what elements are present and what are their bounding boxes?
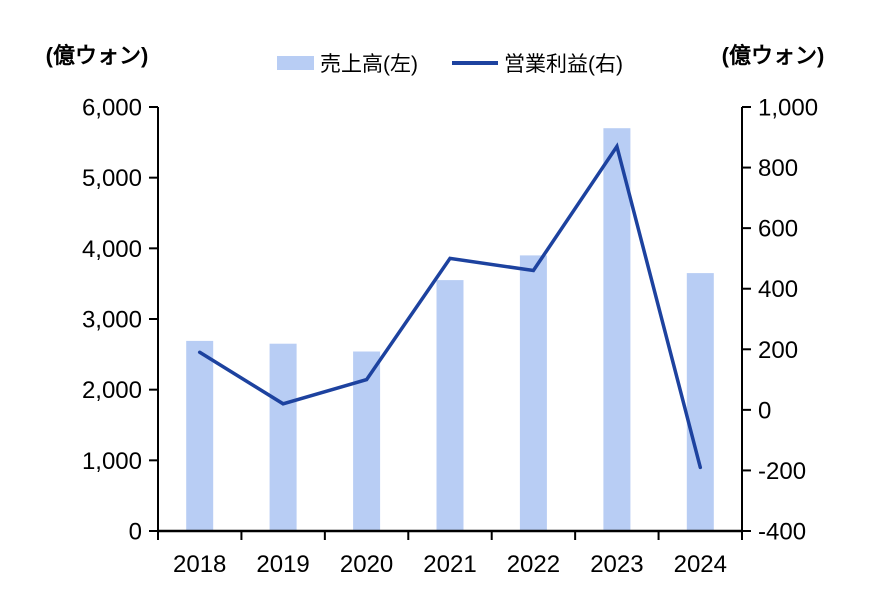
bar-2023 (603, 128, 631, 531)
right-axis-tick-label: 400 (758, 276, 798, 303)
left-axis-tick-label: 3,000 (82, 307, 142, 334)
right-axis-tick-label: 800 (758, 155, 798, 182)
right-axis-tick-label: 1,000 (758, 95, 818, 122)
right-axis-tick-label: 600 (758, 216, 798, 243)
left-axis-tick-label: 1,000 (82, 448, 142, 475)
left-axis-tick-label: 4,000 (82, 236, 142, 263)
bar-2018 (186, 340, 214, 531)
left-axis-tick-label: 6,000 (82, 95, 142, 122)
bar-2022 (519, 255, 547, 531)
right-axis-tick-label: 0 (758, 397, 771, 424)
legend-label-revenue: 売上高(左) (320, 53, 418, 76)
legend-item-operating-profit: 営業利益(右) (452, 48, 623, 78)
right-axis-tick-label: -200 (758, 458, 806, 485)
legend-label-operating-profit: 営業利益(右) (504, 53, 623, 76)
x-axis-label-2018: 2018 (173, 551, 226, 578)
x-axis-label-2021: 2021 (423, 551, 476, 578)
operating-profit-line-swatch-icon (452, 61, 498, 65)
bar-2021 (436, 280, 464, 531)
left-axis-unit-label: (億ウォン) (45, 43, 149, 68)
x-axis-label-2023: 2023 (590, 551, 643, 578)
x-axis-label-2024: 2024 (674, 551, 727, 578)
legend-item-revenue: 売上高(左) (277, 48, 418, 78)
bar-2019 (269, 343, 297, 531)
left-axis-tick-label: 5,000 (82, 165, 142, 192)
x-axis-label-2019: 2019 (256, 551, 309, 578)
x-axis-label-2020: 2020 (340, 551, 393, 578)
x-axis-label-2022: 2022 (507, 551, 560, 578)
right-axis-tick-label: -400 (758, 519, 806, 546)
operating-profit-line (197, 142, 703, 470)
left-axis-tick-label: 0 (129, 519, 142, 546)
bar-2024 (686, 273, 714, 531)
right-axis-tick-label: 200 (758, 337, 798, 364)
left-axis-tick-label: 2,000 (82, 377, 142, 404)
right-axis-unit-label: (億ウォン) (721, 43, 825, 68)
legend: 売上高(左) 営業利益(右) (158, 48, 742, 78)
revenue-bar-swatch-icon (277, 56, 314, 70)
